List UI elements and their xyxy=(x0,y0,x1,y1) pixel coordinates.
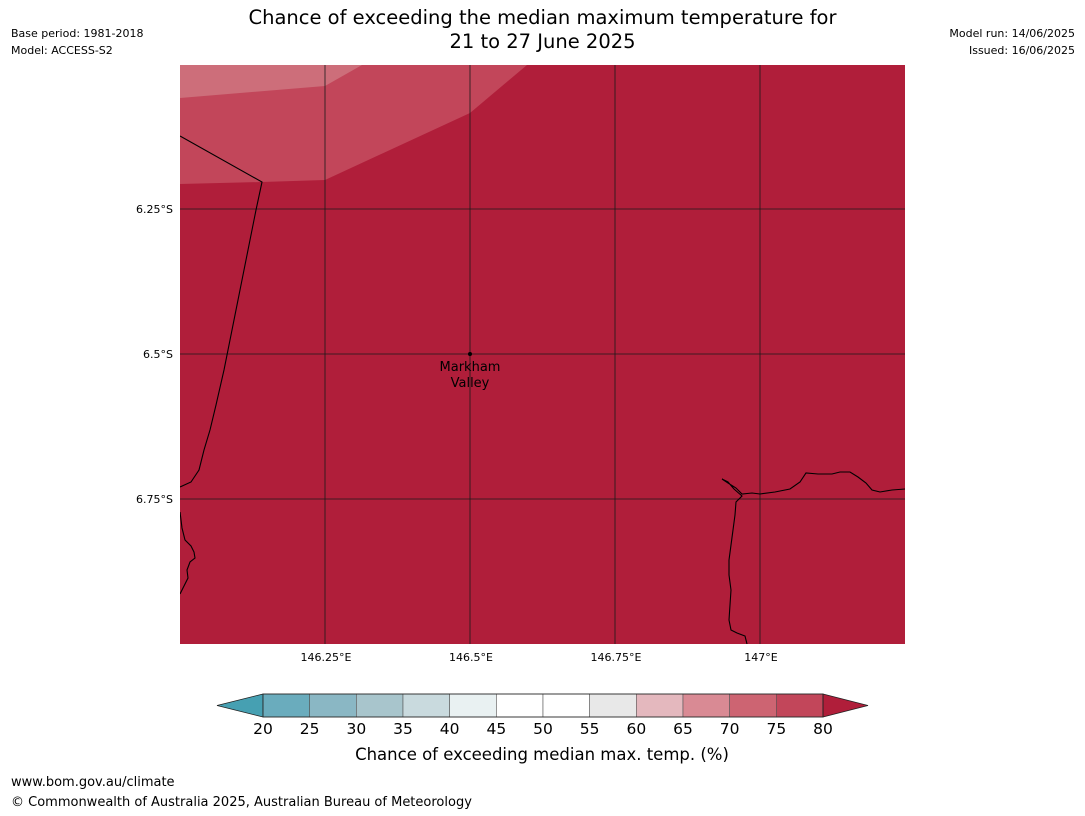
map-title: Chance of exceeding the median maximum t… xyxy=(0,6,1085,54)
issued-date-text: Issued: 16/06/2025 xyxy=(968,44,1075,57)
colorbar-tick-45: 45 xyxy=(486,720,507,738)
graticule xyxy=(180,65,905,644)
colorbar-segment-60-65 xyxy=(636,693,684,718)
title-line-2: 21 to 27 June 2025 xyxy=(449,30,636,53)
colorbar-segment-50-55 xyxy=(542,693,590,718)
colorbar-segment-25-30 xyxy=(309,693,357,718)
model-name-text: Model: ACCESS-S2 xyxy=(11,44,113,57)
colorbar-tick-60: 60 xyxy=(626,720,647,738)
probability-70-75-region xyxy=(180,65,362,98)
place-name-line-1: Markham xyxy=(439,360,501,375)
place-name-line-2: Valley xyxy=(450,376,490,391)
colorbar-segment-45-50 xyxy=(496,693,544,718)
border-line xyxy=(180,135,263,488)
colorbar-label: Chance of exceeding median max. temp. (%… xyxy=(355,745,729,764)
colorbar-tick-75: 75 xyxy=(766,720,787,738)
colorbar-extend-low xyxy=(216,693,264,718)
markham-valley-marker xyxy=(468,352,472,356)
map-panel xyxy=(180,65,905,644)
colorbar-extend-high xyxy=(822,693,869,718)
colorbar-segment-35-40 xyxy=(402,693,450,718)
coastline-west xyxy=(180,511,196,595)
colorbar-segment-65-70 xyxy=(682,693,730,718)
footer-copyright: © Commonwealth of Australia 2025, Austra… xyxy=(11,795,472,810)
longitude-label-146-25: 146.25°E xyxy=(300,651,352,664)
footer-url: www.bom.gov.au/climate xyxy=(11,775,175,790)
longitude-label-146-5: 146.5°E xyxy=(449,651,493,664)
colorbar-segment-55-60 xyxy=(589,693,637,718)
coastline-east xyxy=(721,471,905,644)
colorbar-tick-40: 40 xyxy=(439,720,460,738)
place-label-markham-valley: Markham Valley xyxy=(440,360,501,392)
longitude-label-146-75: 146.75°E xyxy=(590,651,642,664)
colorbar-tick-35: 35 xyxy=(393,720,413,738)
colorbar-segment-40-45 xyxy=(449,693,497,718)
colorbar-tick-50: 50 xyxy=(533,720,553,738)
model-run-text: Model run: 14/06/2025 xyxy=(949,27,1075,40)
probability-75-80-region xyxy=(180,65,527,184)
colorbar-tick-20: 20 xyxy=(253,720,273,738)
colorbar xyxy=(216,693,869,718)
latitude-label-6-75: 6.75°S xyxy=(136,493,173,506)
latitude-label-6-25: 6.25°S xyxy=(136,203,173,216)
colorbar-outline xyxy=(262,693,824,718)
model-info: Base period: 1981-2018 Model: ACCESS-S2 xyxy=(11,25,143,59)
colorbar-segment-75-80 xyxy=(776,693,824,718)
colorbar-tick-70: 70 xyxy=(719,720,740,738)
colorbar-tick-25: 25 xyxy=(299,720,320,738)
base-period-text: Base period: 1981-2018 xyxy=(11,27,144,40)
title-line-1: Chance of exceeding the median maximum t… xyxy=(248,6,837,29)
run-info: Model run: 14/06/2025 Issued: 16/06/2025 xyxy=(949,25,1075,59)
colorbar-segment-20-25 xyxy=(262,693,310,718)
colorbar-segment-30-35 xyxy=(356,693,404,718)
colorbar-tick-65: 65 xyxy=(673,720,693,738)
colorbar-tick-80: 80 xyxy=(813,720,833,738)
colorbar-segment-70-75 xyxy=(729,693,777,718)
longitude-label-147: 147°E xyxy=(744,651,778,664)
colorbar-tick-55: 55 xyxy=(579,720,600,738)
colorbar-tick-30: 30 xyxy=(346,720,367,738)
latitude-label-6-5: 6.5°S xyxy=(143,348,173,361)
